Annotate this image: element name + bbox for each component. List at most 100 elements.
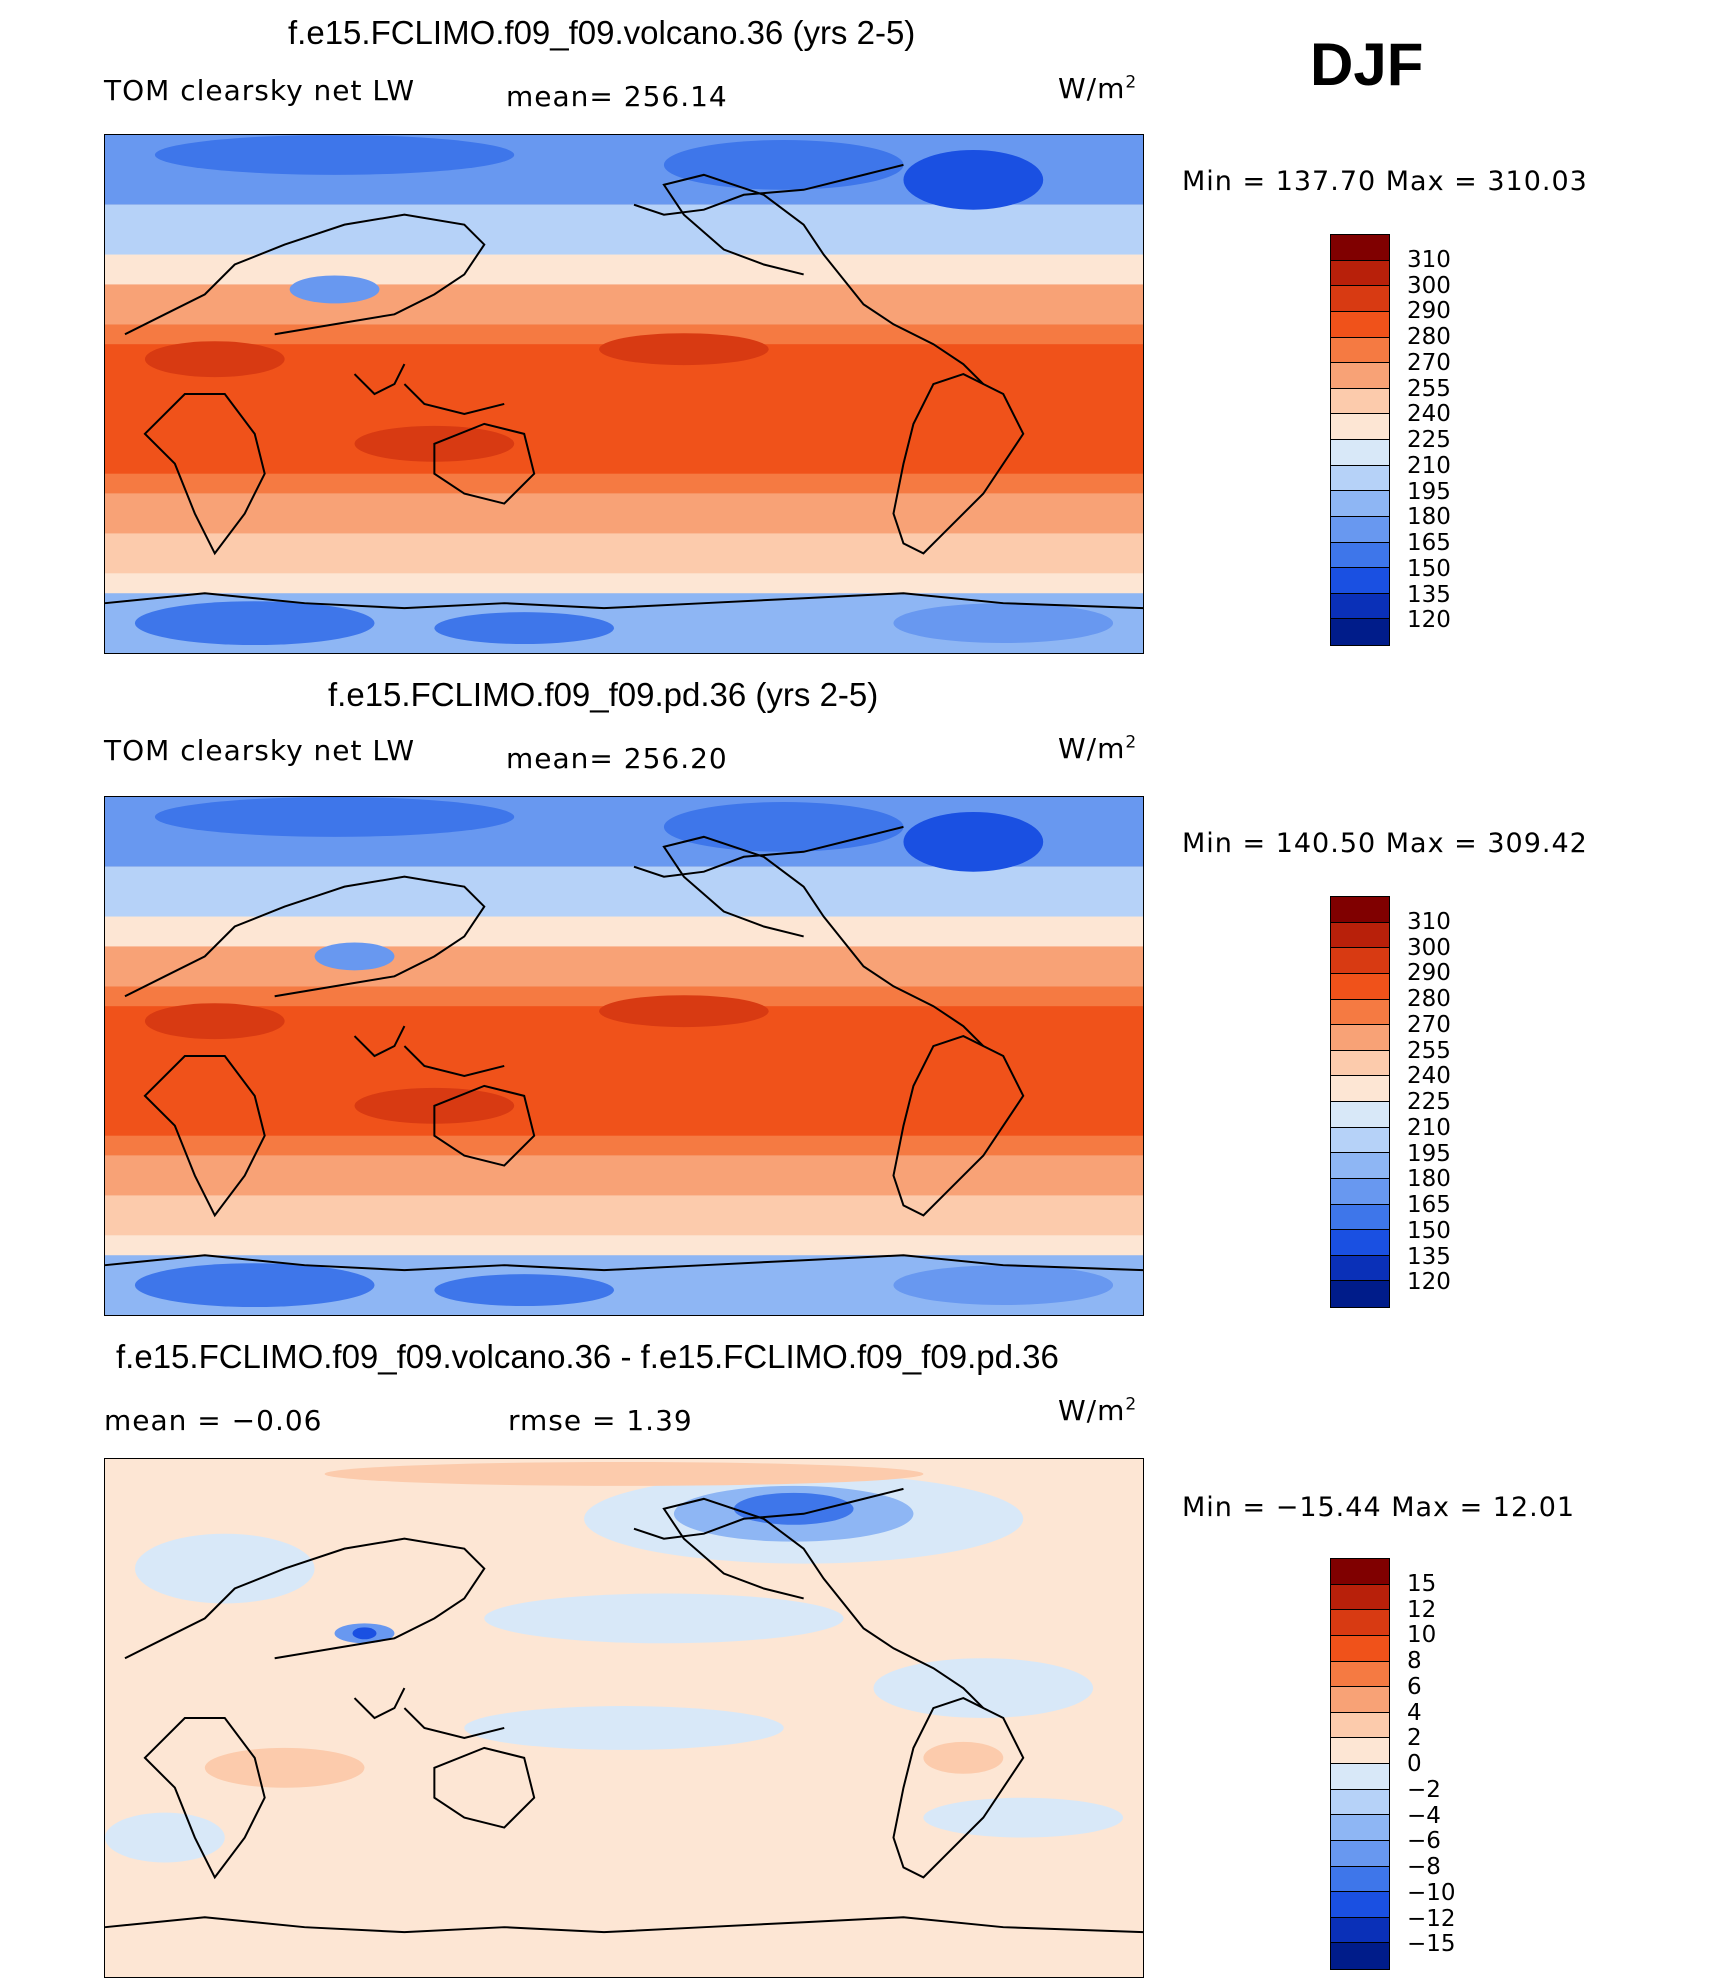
colorbar-tick-label: −15: [1407, 1931, 1456, 1958]
colorbar-tick-label: −2: [1407, 1776, 1441, 1803]
colorbar-tick-label: −8: [1407, 1854, 1441, 1880]
colorbar-tick-label: 290: [1407, 960, 1451, 987]
colorbar-tick-label: 120: [1407, 607, 1451, 634]
units-text: W/m: [1058, 1394, 1126, 1427]
map-panel-pd: [104, 796, 1144, 1316]
colorbar-tick-label: 2: [1407, 1725, 1422, 1752]
colorbar-tick-label: 280: [1407, 986, 1451, 1012]
colorbar-tick-label: 150: [1407, 1217, 1451, 1244]
colorbar-segment: [1331, 1076, 1389, 1102]
colorbar-segment: [1331, 1661, 1389, 1688]
coastlines: [105, 825, 1143, 1272]
colorbar-segment: [1331, 1559, 1389, 1585]
colorbar-segment: [1331, 999, 1389, 1026]
panel-2-mean: mean= 256.20: [506, 742, 728, 775]
colorbar-segment: [1331, 491, 1389, 517]
colorbar-tick-label: 4: [1407, 1699, 1422, 1726]
coastlines: [105, 1487, 1143, 1934]
colorbar-tick-label: 15: [1407, 1570, 1437, 1597]
field-bands: [105, 135, 1143, 653]
colorbar-segment: [1331, 260, 1389, 287]
colorbar-tick-label: −4: [1407, 1802, 1441, 1829]
colorbar-tick-label: 180: [1407, 1166, 1451, 1193]
colorbar-tick-label: 0: [1407, 1751, 1422, 1777]
panel-1-minmax: Min = 137.70 Max = 310.03: [1182, 166, 1588, 197]
colorbar-tick-label: −10: [1407, 1879, 1456, 1906]
colorbar-tick-label: 300: [1407, 272, 1451, 299]
colorbar-tick-label: −12: [1407, 1905, 1456, 1932]
colorbar-segment: [1331, 516, 1389, 543]
colorbar-segment: [1331, 593, 1389, 620]
season-label: DJF: [1310, 31, 1424, 98]
colorbar-tick-label: 310: [1407, 908, 1451, 935]
colorbar-tick-label: 210: [1407, 452, 1451, 479]
units-sup: 2: [1125, 72, 1138, 93]
colorbar-segment: [1331, 922, 1389, 949]
colorbar-difference: [1330, 1558, 1390, 1970]
colorbar-tick-label: 195: [1407, 1140, 1451, 1167]
units-text: W/m: [1058, 72, 1126, 105]
colorbar-tick-label: 225: [1407, 1089, 1451, 1115]
colorbar-segment: [1331, 1127, 1389, 1154]
map-pd: [105, 797, 1143, 1315]
panel-3-minmax: Min = −15.44 Max = 12.01: [1182, 1492, 1576, 1523]
panel-2-variable: TOM clearsky net LW: [104, 734, 416, 767]
colorbar-segment: [1331, 973, 1389, 1000]
map-difference: [105, 1459, 1143, 1977]
panel-1-title: f.e15.FCLIMO.f09_f09.volcano.36 (yrs 2-5…: [288, 14, 916, 51]
colorbar-segment: [1331, 1738, 1389, 1764]
colorbar-segment: [1331, 1892, 1389, 1918]
colorbar-segment: [1331, 1050, 1389, 1077]
colorbar-tick-label: −6: [1407, 1828, 1441, 1855]
colorbar-segment: [1331, 235, 1389, 261]
colorbar-segment: [1331, 1610, 1389, 1636]
units-sup: 2: [1125, 1394, 1138, 1415]
units-text: W/m: [1058, 732, 1126, 765]
panel-3-mean: mean = −0.06: [104, 1404, 323, 1437]
colorbar-pd: [1330, 896, 1390, 1308]
panel-3-rmse: rmse = 1.39: [508, 1404, 693, 1437]
colorbar-segment: [1331, 1789, 1389, 1816]
colorbar-segment: [1331, 311, 1389, 338]
colorbar-segment: [1331, 1584, 1389, 1611]
colorbar-tick-label: 12: [1407, 1596, 1437, 1623]
colorbar-tick-label: 135: [1407, 581, 1451, 608]
colorbar-tick-label: 310: [1407, 246, 1451, 273]
colorbar-tick-label: 255: [1407, 1037, 1451, 1064]
colorbar-tick-label: 210: [1407, 1114, 1451, 1141]
colorbar-segment: [1331, 897, 1389, 923]
colorbar-tick-label: 240: [1407, 1063, 1451, 1090]
colorbar-segment: [1331, 1281, 1389, 1307]
colorbar-tick-label: 8: [1407, 1648, 1422, 1674]
colorbar-tick-label: 270: [1407, 349, 1451, 376]
panel-1-variable: TOM clearsky net LW: [104, 74, 416, 107]
colorbar-segment: [1331, 1102, 1389, 1128]
colorbar-segment: [1331, 414, 1389, 440]
colorbar-segment: [1331, 363, 1389, 389]
colorbar-tick-label: 255: [1407, 375, 1451, 402]
colorbar-segment: [1331, 1178, 1389, 1205]
colorbar-tick-label: 240: [1407, 401, 1451, 428]
colorbar-segment: [1331, 1687, 1389, 1713]
colorbar-segment: [1331, 948, 1389, 974]
diff-field: [105, 1459, 1143, 1977]
colorbar-segment: [1331, 1840, 1389, 1867]
colorbar-segment: [1331, 1230, 1389, 1256]
colorbar-segment: [1331, 337, 1389, 364]
panel-2-title: f.e15.FCLIMO.f09_f09.pd.36 (yrs 2-5): [328, 676, 879, 713]
colorbar-segment: [1331, 1764, 1389, 1790]
colorbar-tick-label: 225: [1407, 427, 1451, 453]
map-volcano: [105, 135, 1143, 653]
colorbar-segment: [1331, 465, 1389, 492]
panel-3-title: f.e15.FCLIMO.f09_f09.volcano.36 - f.e15.…: [116, 1338, 1059, 1375]
colorbar-tick-label: 300: [1407, 934, 1451, 961]
colorbar-tick-label: 120: [1407, 1269, 1451, 1296]
colorbar-tick-label: 165: [1407, 530, 1451, 556]
colorbar-volcano: [1330, 234, 1390, 646]
panel-1-units: W/m2: [1058, 72, 1137, 105]
colorbar-segment: [1331, 1866, 1389, 1893]
panel-3-units: W/m2: [1058, 1394, 1137, 1427]
panel-2-minmax: Min = 140.50 Max = 309.42: [1182, 828, 1588, 859]
colorbar-segment: [1331, 1635, 1389, 1662]
field-bands: [105, 797, 1143, 1315]
